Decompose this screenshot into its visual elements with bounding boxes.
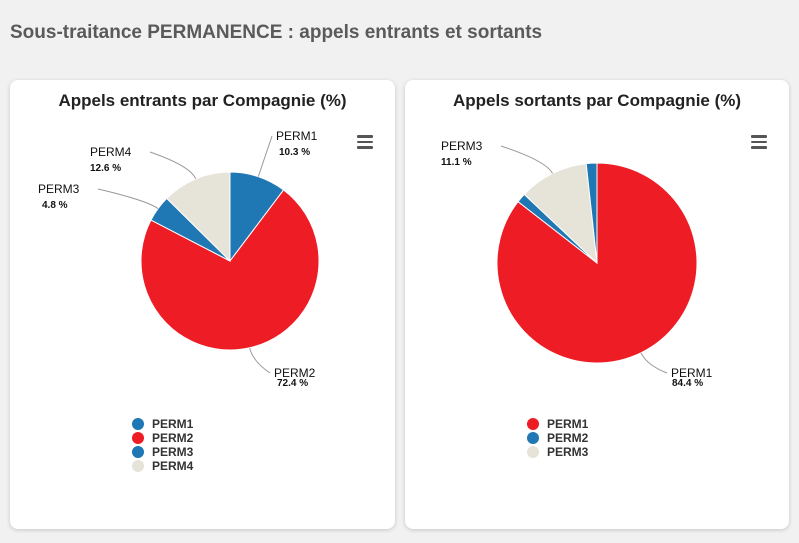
legend-marker (132, 432, 144, 444)
page-title: Sous-traitance PERMANENCE : appels entra… (10, 22, 543, 43)
legend-item-perm1[interactable]: PERM1 (527, 417, 588, 431)
data-label-value: 4.8 % (42, 200, 68, 211)
pie-slice-perm4[interactable] (585, 162, 598, 264)
pie-slice-perm3[interactable] (523, 163, 598, 265)
data-label-connector (249, 347, 271, 374)
legend-label: PERM2 (547, 431, 589, 445)
chart-card-outgoing: Appels sortants par Compagnie (%) PERM1 8… (405, 80, 789, 529)
data-label-name: PERM3 (38, 182, 80, 196)
legend-label: PERM3 (547, 445, 589, 459)
legend-label: PERM3 (152, 445, 194, 459)
legend-label: PERM2 (152, 431, 194, 445)
data-label-value: 10.3 % (279, 147, 310, 158)
data-label-name: PERM2 (274, 366, 316, 380)
legend-item-perm3[interactable]: PERM3 (527, 445, 588, 459)
legend-item-perm3[interactable]: PERM3 (132, 445, 193, 459)
data-label-connector (257, 135, 273, 177)
legend-marker (132, 418, 144, 430)
data-label-value: 72.4 % (277, 378, 308, 389)
legend-marker (527, 432, 539, 444)
data-label-name: PERM1 (671, 366, 713, 380)
chart-title: Appels sortants par Compagnie (%) (452, 91, 742, 110)
data-label-value: 11.1 % (441, 157, 472, 168)
data-label-connector (640, 352, 668, 374)
legend-marker (132, 460, 144, 472)
legend-marker (527, 418, 539, 430)
data-label-name: PERM4 (90, 145, 132, 159)
data-label-connector (149, 151, 197, 180)
data-label-connector (97, 188, 159, 210)
legend-marker (132, 446, 144, 458)
hamburger-menu-icon[interactable] (357, 135, 373, 149)
data-label-name: PERM1 (276, 129, 318, 143)
data-label-value: 12.6 % (90, 163, 121, 174)
chart-legend: PERM1 PERM2 PERM3 PERM4 (132, 417, 193, 473)
legend-item-perm1[interactable]: PERM1 (132, 417, 193, 431)
legend-label: PERM1 (547, 417, 589, 431)
data-label-value: 84.4 % (672, 378, 703, 389)
data-label-name: PERM3 (441, 139, 483, 153)
legend-item-perm2[interactable]: PERM2 (132, 431, 193, 445)
legend-item-perm4[interactable]: PERM4 (132, 459, 193, 473)
pie-slice-perm4[interactable] (166, 171, 231, 263)
legend-item-perm2[interactable]: PERM2 (527, 431, 588, 445)
legend-label: PERM1 (152, 417, 194, 431)
legend-label: PERM4 (152, 459, 194, 473)
chart-legend: PERM1 PERM2 PERM3 (527, 417, 588, 459)
data-label-connector (500, 145, 553, 174)
hamburger-menu-icon[interactable] (751, 135, 767, 149)
chart-card-incoming: Appels entrants par Compagnie (%) PERM1 1… (10, 80, 395, 529)
legend-marker (527, 446, 539, 458)
chart-title: Appels entrants par Compagnie (%) (58, 91, 347, 110)
